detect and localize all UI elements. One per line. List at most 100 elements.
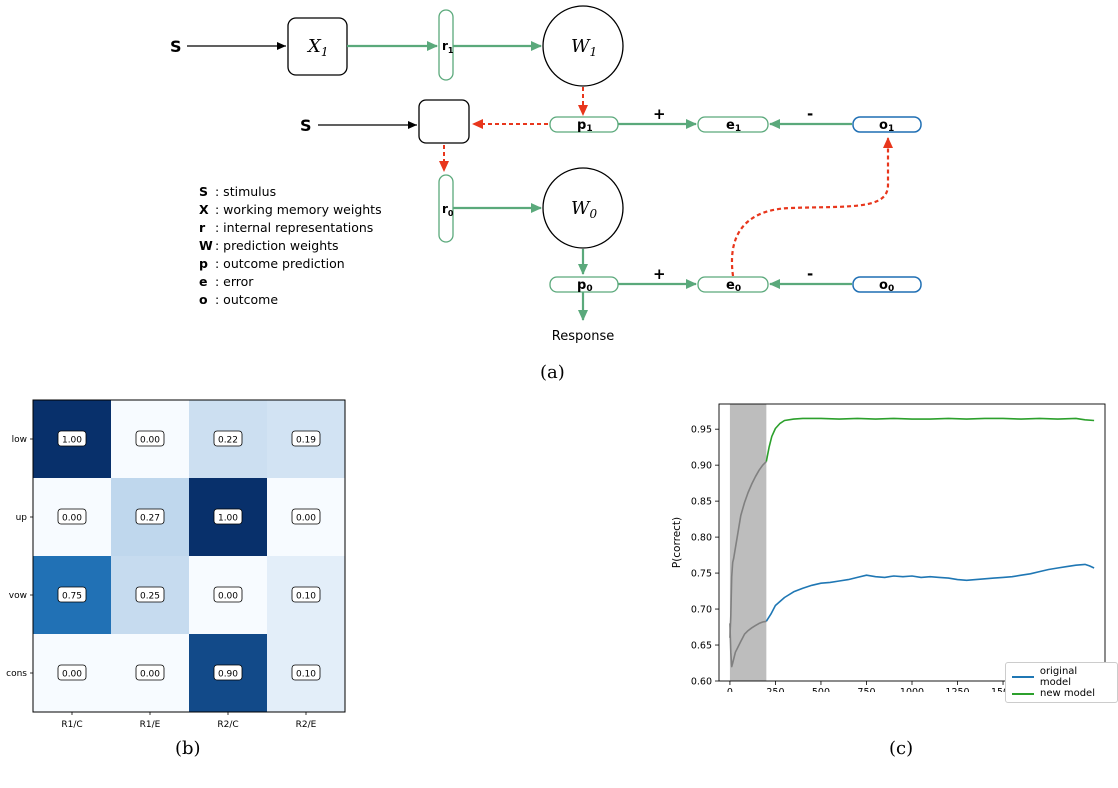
w0-label: W0 xyxy=(571,198,598,221)
key-row: p: outcome prediction xyxy=(199,256,345,271)
heatmap-value-box xyxy=(57,430,87,447)
caption-b: (b) xyxy=(175,738,201,759)
key-row: W: prediction weights xyxy=(199,238,339,253)
model-diagram: S X1 r1 W1 S p1 + e1 - o1 r0 W0 xyxy=(170,5,922,344)
symbol-key: S: stimulus X: working memory weights r:… xyxy=(199,183,382,309)
plus-sign-bottom: + xyxy=(653,265,666,283)
series-line-pretraining-3 xyxy=(729,461,767,638)
heatmap-value-label: 0.00 xyxy=(140,670,160,680)
y-tick-label: 0.75 xyxy=(691,569,712,580)
x-tick-label: 250 xyxy=(766,687,784,692)
arrow-e0-to-o1 xyxy=(730,137,893,277)
response-label: Response xyxy=(552,329,614,344)
stimulus-label-mid: S xyxy=(300,116,312,135)
e0-pill xyxy=(697,276,769,293)
series-line-original-model xyxy=(765,563,1095,622)
line-chart-legend: original model new model xyxy=(1005,662,1118,703)
minus-sign-top: - xyxy=(807,105,813,123)
key-row: r: internal representations xyxy=(199,220,374,235)
r0-label: r0 xyxy=(442,202,454,218)
heatmap-value-label: 0.27 xyxy=(140,514,160,524)
y-tick-label: 0.90 xyxy=(691,461,712,472)
heatmap-value-box xyxy=(135,508,165,525)
heatmap-value-label: 0.75 xyxy=(62,592,82,602)
heatmap-value-box xyxy=(213,508,243,525)
legend-label: original model xyxy=(1039,666,1078,688)
heatmap-value-label: 0.00 xyxy=(296,514,316,524)
o0-pill xyxy=(852,276,922,293)
line-chart: 0250500750100012501500175020000.600.650.… xyxy=(671,403,1106,692)
e1-label: e1 xyxy=(726,118,741,134)
o1-label: o1 xyxy=(879,118,894,134)
key-row: e: error xyxy=(199,274,254,289)
e0-label: e0 xyxy=(726,278,741,294)
heatmap-chart: 1.00 0.00 0.22 0.19 low 0.00 0.27 1.00 0.00 up 0.7… xyxy=(6,399,346,730)
y-tick-label: 0.60 xyxy=(691,677,712,688)
series-line-pretraining-2 xyxy=(729,620,767,668)
heatmap-value-box xyxy=(57,664,87,681)
r1-label: r1 xyxy=(442,39,454,55)
y-tick-label: 0.85 xyxy=(691,497,712,508)
y-tick-label: 0.65 xyxy=(691,641,712,652)
heatmap-column-label: R2/C xyxy=(217,720,238,730)
x-tick-label: 1000 xyxy=(900,687,924,692)
heatmap-value-box xyxy=(213,664,243,681)
key-row: X: working memory weights xyxy=(199,202,382,217)
w0-circle xyxy=(542,167,624,249)
heatmap-value-label: 0.10 xyxy=(296,592,316,602)
legend-label: new model xyxy=(1040,688,1095,699)
o0-label: o0 xyxy=(879,278,894,294)
heatmap-row-label: vow xyxy=(9,591,27,601)
heatmap-value-label: 0.00 xyxy=(218,592,238,602)
heatmap-value-box xyxy=(291,664,321,681)
legend-swatch xyxy=(1012,692,1034,695)
caption-c: (c) xyxy=(889,738,914,759)
x-tick-label: 0 xyxy=(727,687,733,692)
heatmap-value-label: 0.10 xyxy=(296,670,316,680)
y-axis-label: P(correct) xyxy=(671,517,683,568)
w1-circle xyxy=(542,5,624,87)
p0-label: p0 xyxy=(577,278,593,294)
heatmap-value-box xyxy=(57,586,87,603)
heatmap-value-box xyxy=(291,586,321,603)
x-tick-label: 1500 xyxy=(991,687,1015,692)
x-tick-label: 500 xyxy=(812,687,830,692)
heatmap-value-box xyxy=(135,664,165,681)
y-tick-label: 0.95 xyxy=(691,425,712,436)
o1-pill xyxy=(852,116,922,133)
heatmap-value-box xyxy=(213,430,243,447)
heatmap-value-box xyxy=(291,508,321,525)
minus-sign-bottom: - xyxy=(807,265,813,283)
heatmap-value-label: 0.90 xyxy=(218,670,238,680)
p1-label: p1 xyxy=(577,118,593,134)
x-tick-label: 750 xyxy=(857,687,875,692)
series-line-new-model xyxy=(765,417,1095,462)
x-tick-label: 1250 xyxy=(945,687,969,692)
pretraining-shaded-region xyxy=(729,404,767,681)
heatmap-value-label: 0.19 xyxy=(296,436,316,446)
legend-swatch xyxy=(1012,676,1034,678)
heatmap-row-label: cons xyxy=(6,669,27,679)
heatmap-value-box xyxy=(135,430,165,447)
heatmap-value-box xyxy=(291,430,321,447)
x1-label: X1 xyxy=(306,36,328,59)
caption-a: (a) xyxy=(540,362,565,383)
heatmap-value-label: 0.00 xyxy=(140,436,160,446)
key-row: o: outcome xyxy=(199,292,279,307)
heatmap-value-box xyxy=(57,508,87,525)
heatmap-value-label: 0.22 xyxy=(218,436,238,446)
heatmap-row-label: up xyxy=(16,513,28,523)
key-row: S: stimulus xyxy=(199,184,277,199)
stimulus-label-top: S xyxy=(170,37,182,56)
heatmap-column-label: R1/E xyxy=(140,720,161,730)
plot-frame xyxy=(718,403,1106,682)
heatmap-value-box xyxy=(135,586,165,603)
heatmap-frame xyxy=(32,399,346,713)
heatmap-value-label: 0.00 xyxy=(62,514,82,524)
y-tick-label: 0.80 xyxy=(691,533,712,544)
legend-item-original: original model xyxy=(1012,666,1111,688)
heatmap-value-label: 1.00 xyxy=(62,436,82,446)
heatmap-column-label: R2/E xyxy=(296,720,317,730)
heatmap-row-label: low xyxy=(12,435,27,445)
e1-pill xyxy=(697,116,769,133)
